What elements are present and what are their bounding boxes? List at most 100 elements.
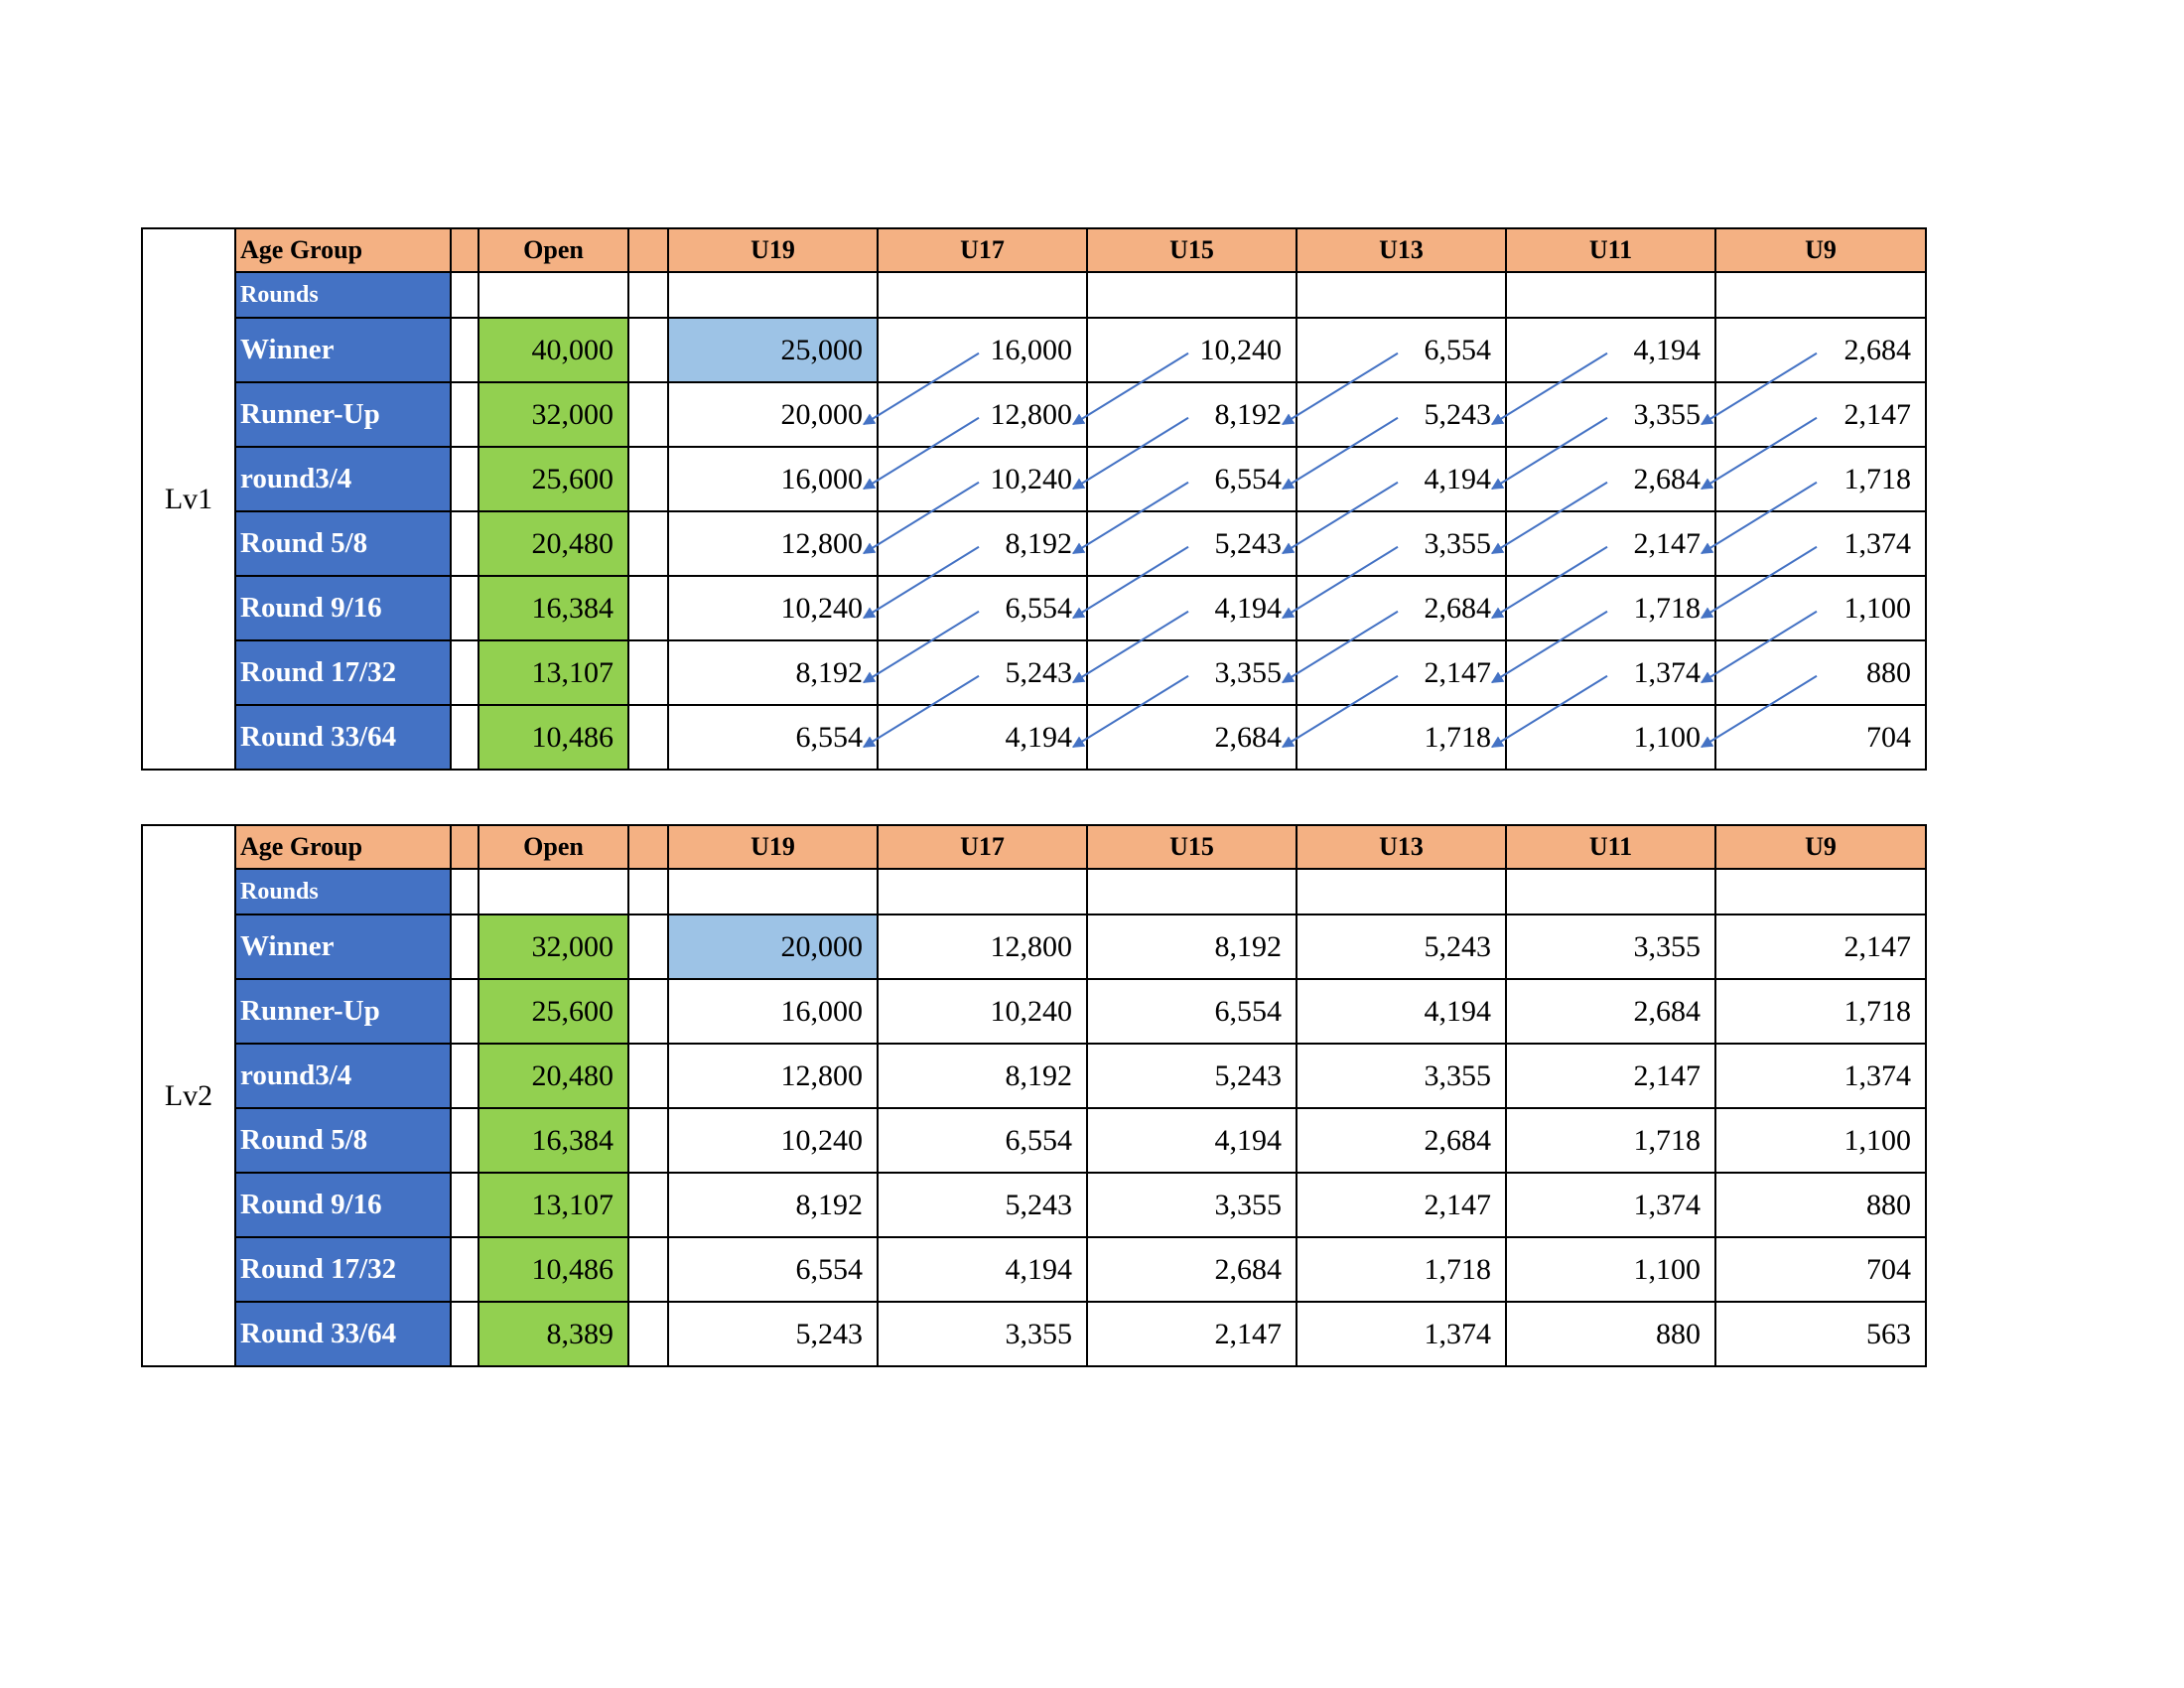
empty-cell <box>478 868 629 915</box>
points-cell: 3,355 <box>1086 639 1297 706</box>
spacer-cell <box>450 1172 479 1238</box>
points-table-lv1: Lv1 Age Group Open U19 U17 U15 U13 U11 U9 Rounds W… <box>141 227 1927 771</box>
spacer-cell <box>627 381 669 448</box>
points-cell: 880 <box>1505 1301 1716 1367</box>
round-label: Round 33/64 <box>234 1301 452 1367</box>
table-row: Round 5/8 16,384 10,240 6,554 4,194 2,684 1,71… <box>142 1107 1927 1174</box>
points-cell: 5,243 <box>877 639 1088 706</box>
round-label: Round 5/8 <box>234 510 452 577</box>
points-cell: 2,147 <box>1086 1301 1297 1367</box>
points-cell: 1,374 <box>1714 510 1927 577</box>
open-points-cell: 10,486 <box>478 1236 629 1303</box>
points-cell: 6,554 <box>667 704 879 771</box>
age-group-column-header: U15 <box>1086 227 1297 273</box>
points-cell: 3,355 <box>877 1301 1088 1367</box>
points-cell: 5,243 <box>877 1172 1088 1238</box>
points-cell: 704 <box>1714 1236 1927 1303</box>
spacer-cell <box>450 639 479 706</box>
spacer-cell <box>627 317 669 383</box>
age-group-header: Age Group <box>234 227 452 273</box>
points-cell: 1,374 <box>1296 1301 1507 1367</box>
points-cell: 16,000 <box>667 978 879 1045</box>
spacer-cell <box>627 914 669 980</box>
empty-cell <box>1505 271 1716 319</box>
points-cell: 2,147 <box>1714 914 1927 980</box>
spacer-cell <box>627 446 669 512</box>
points-cell: 25,000 <box>667 317 879 383</box>
spacer-cell <box>450 1301 479 1367</box>
open-points-cell: 40,000 <box>478 317 629 383</box>
points-cell: 1,100 <box>1505 704 1716 771</box>
spacer-cell <box>627 704 669 771</box>
points-cell: 4,194 <box>1505 317 1716 383</box>
age-group-column-header: U13 <box>1296 227 1507 273</box>
table-row: Round 33/64 10,486 6,554 4,194 2,684 1,718 1,1… <box>142 704 1927 771</box>
rounds-header: Rounds <box>234 868 452 915</box>
points-cell: 20,000 <box>667 381 879 448</box>
spacer-cell <box>450 317 479 383</box>
points-cell: 1,374 <box>1714 1043 1927 1109</box>
points-cell: 4,194 <box>1296 978 1507 1045</box>
points-cell: 8,192 <box>667 1172 879 1238</box>
points-cell: 2,684 <box>1296 575 1507 641</box>
open-points-cell: 32,000 <box>478 381 629 448</box>
points-cell: 6,554 <box>877 575 1088 641</box>
points-cell: 8,192 <box>877 510 1088 577</box>
open-points-cell: 8,389 <box>478 1301 629 1367</box>
spacer-cell <box>450 978 479 1045</box>
table-row: Round 17/32 13,107 8,192 5,243 3,355 2,147 1,3… <box>142 639 1927 706</box>
points-cell: 1,374 <box>1505 639 1716 706</box>
points-grid: Lv1 Age Group Open U19 U17 U15 U13 U11 U9 Rounds W… <box>141 227 1927 771</box>
round-label: Winner <box>234 317 452 383</box>
points-cell: 4,194 <box>1086 1107 1297 1174</box>
round-label: Round 5/8 <box>234 1107 452 1174</box>
age-group-column-header: U13 <box>1296 824 1507 870</box>
points-cell: 12,800 <box>667 510 879 577</box>
round-label: round3/4 <box>234 446 452 512</box>
spacer-cell <box>627 824 669 870</box>
empty-cell <box>1086 868 1297 915</box>
points-cell: 8,192 <box>877 1043 1088 1109</box>
empty-cell <box>478 271 629 319</box>
open-points-cell: 13,107 <box>478 1172 629 1238</box>
points-cell: 6,554 <box>1086 978 1297 1045</box>
table-row: Winner 32,000 20,000 12,800 8,192 5,243 3,355 2… <box>142 914 1927 980</box>
age-group-header: Age Group <box>234 824 452 870</box>
spacer-cell <box>627 227 669 273</box>
points-cell: 12,800 <box>877 914 1088 980</box>
round-label: Runner-Up <box>234 978 452 1045</box>
points-cell: 3,355 <box>1505 914 1716 980</box>
points-cell: 4,194 <box>877 704 1088 771</box>
level-label: Lv2 <box>141 824 236 1367</box>
points-grid: Lv2 Age Group Open U19 U17 U15 U13 U11 U9 Rounds W… <box>141 824 1927 1367</box>
points-cell: 16,000 <box>877 317 1088 383</box>
points-cell: 6,554 <box>1296 317 1507 383</box>
open-points-cell: 25,600 <box>478 978 629 1045</box>
spacer-cell <box>450 446 479 512</box>
round-label: round3/4 <box>234 1043 452 1109</box>
points-cell: 704 <box>1714 704 1927 771</box>
spacer-cell <box>627 271 669 319</box>
spacer-cell <box>450 381 479 448</box>
spacer-cell <box>450 914 479 980</box>
points-cell: 5,243 <box>1296 381 1507 448</box>
open-points-cell: 16,384 <box>478 575 629 641</box>
age-group-column-header: U15 <box>1086 824 1297 870</box>
points-cell: 1,718 <box>1296 1236 1507 1303</box>
open-header: Open <box>478 227 629 273</box>
points-cell: 4,194 <box>877 1236 1088 1303</box>
points-cell: 2,147 <box>1296 1172 1507 1238</box>
points-cell: 10,240 <box>667 1107 879 1174</box>
table-row: Winner 40,000 25,000 16,000 10,240 6,554 4,194… <box>142 317 1927 383</box>
age-group-column-header: U19 <box>667 824 879 870</box>
rounds-header: Rounds <box>234 271 452 319</box>
round-label: Runner-Up <box>234 381 452 448</box>
spacer-cell <box>627 575 669 641</box>
points-cell: 10,240 <box>877 446 1088 512</box>
spacer-cell <box>450 824 479 870</box>
table-row: Round 17/32 10,486 6,554 4,194 2,684 1,718 1,1… <box>142 1236 1927 1303</box>
spacer-cell <box>627 1301 669 1367</box>
spacer-cell <box>627 1172 669 1238</box>
points-cell: 8,192 <box>667 639 879 706</box>
open-points-cell: 20,480 <box>478 510 629 577</box>
